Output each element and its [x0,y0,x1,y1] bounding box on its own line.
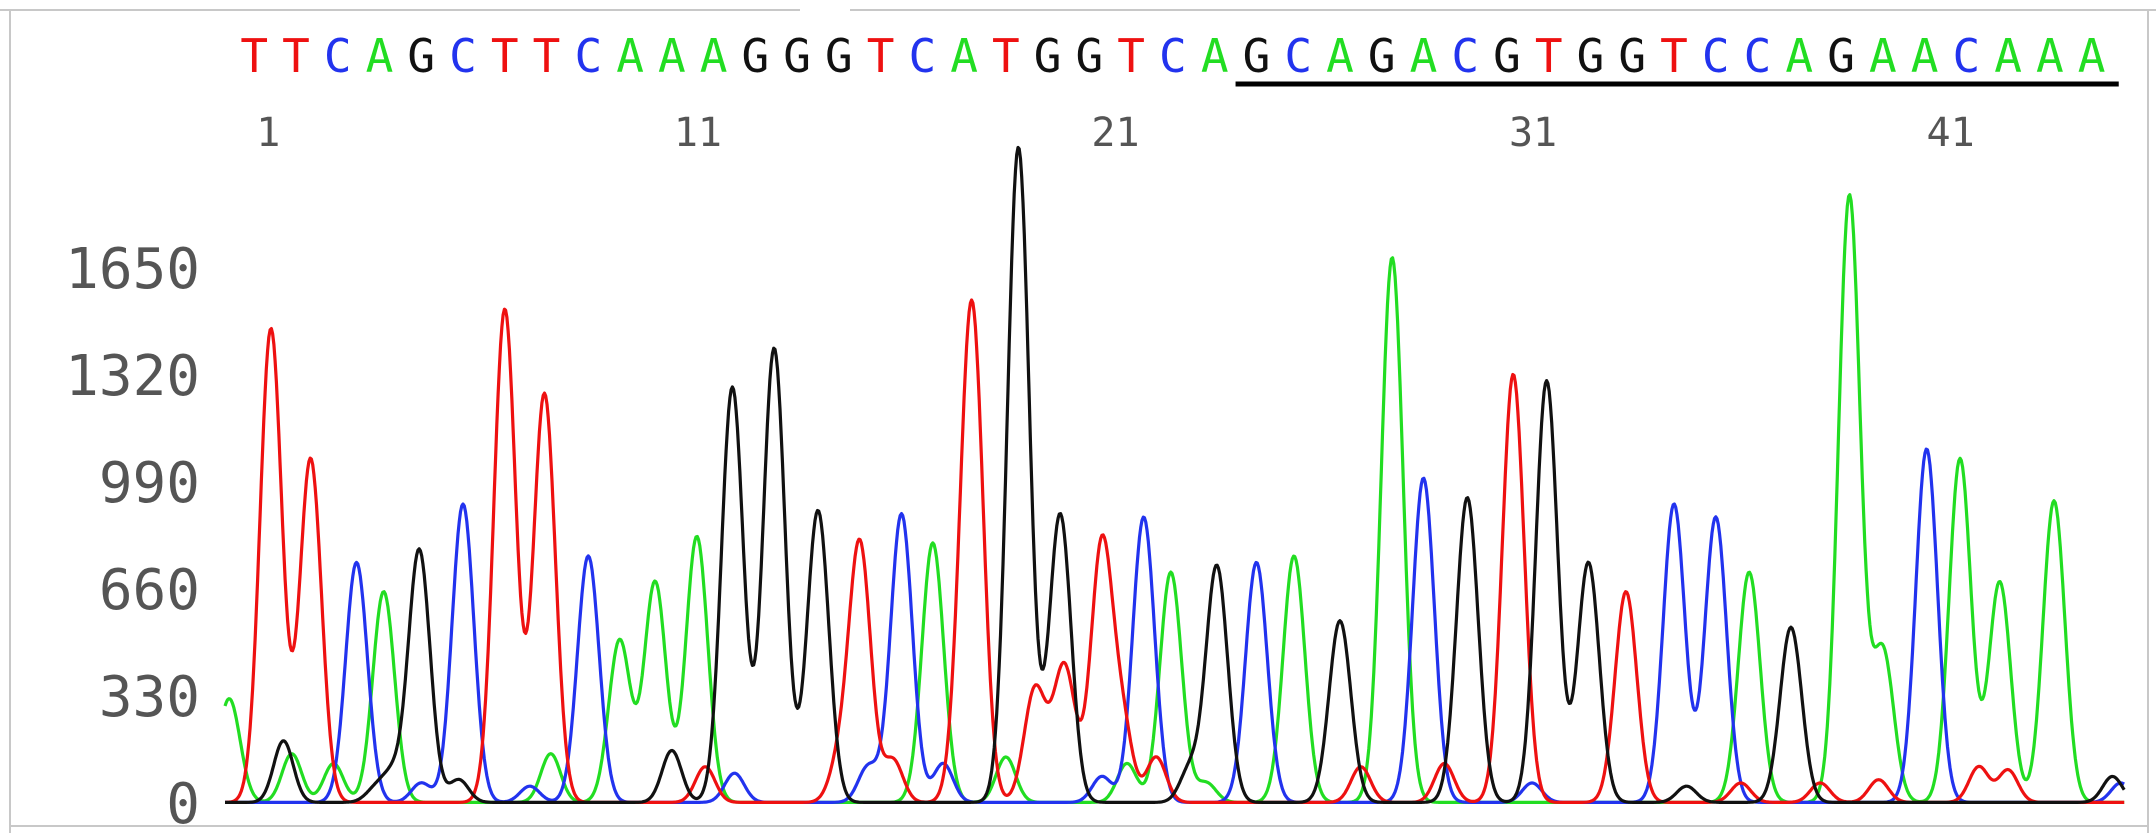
position-label: 31 [1509,110,1557,156]
base-call-letter: C [1159,29,1187,83]
trace-g [224,145,2126,804]
base-call-letter: A [366,29,394,83]
base-call-letter: G [1243,29,1271,83]
base-call-letter: A [1326,29,1354,83]
base-call-letter: C [1952,29,1980,83]
base-call-letter: T [1660,29,1688,83]
y-tick-label: 1320 [65,344,200,409]
base-call-letter: A [2078,29,2106,83]
trace-group [223,145,2126,804]
base-call-letter: G [407,29,435,83]
base-call-letter: C [909,29,937,83]
base-call-letter: C [449,29,477,83]
base-call-letter: T [240,29,268,83]
position-ruler: 1 11 21 31 41 [256,110,1975,156]
y-tick-label: 330 [99,665,200,730]
base-call-letter: C [1284,29,1312,83]
base-call-letter: T [1117,29,1145,83]
base-call-letter: G [825,29,853,83]
base-call-letter: G [783,29,811,83]
base-call-letter: C [324,29,352,83]
position-label: 21 [1091,110,1139,156]
base-call-letter: T [533,29,561,83]
base-call-letter: A [2036,29,2064,83]
base-call-letter: G [1076,29,1104,83]
base-call-letter: G [1368,29,1396,83]
base-call-letter: A [1869,29,1897,83]
base-call-letter: T [491,29,519,83]
base-call-letter: T [1535,29,1563,83]
position-label: 41 [1927,110,1975,156]
base-call-letter: A [658,29,686,83]
base-call-letter: A [1994,29,2022,83]
base-call-letter: C [1744,29,1772,83]
base-call-letter: G [1577,29,1605,83]
base-call-letter: G [741,29,769,83]
base-call-letter: A [1911,29,1939,83]
y-axis: 0 330 660 990 1320 1650 [65,237,200,833]
base-call-letter: G [1827,29,1855,83]
base-call-letter: G [1493,29,1521,83]
y-tick-label: 1650 [65,237,200,302]
base-call-letter: C [574,29,602,83]
base-call-letter: T [992,29,1020,83]
base-call-letter: C [1451,29,1479,83]
y-tick-label: 660 [99,558,200,623]
base-call-letter: A [616,29,644,83]
base-call-letter: G [1618,29,1646,83]
base-call-letter: A [1201,29,1229,83]
y-tick-label: 0 [166,772,200,833]
base-call-letter: A [1410,29,1438,83]
base-call-letter: A [700,29,728,83]
position-label: 1 [256,110,280,156]
base-call-letter: A [1785,29,1813,83]
y-tick-label: 990 [99,451,200,516]
base-call-letter: C [1702,29,1730,83]
base-call-letter: T [282,29,310,83]
base-call-letter: A [950,29,978,83]
base-call-letter: T [867,29,895,83]
base-call-letter: G [1034,29,1062,83]
position-label: 11 [674,110,722,156]
